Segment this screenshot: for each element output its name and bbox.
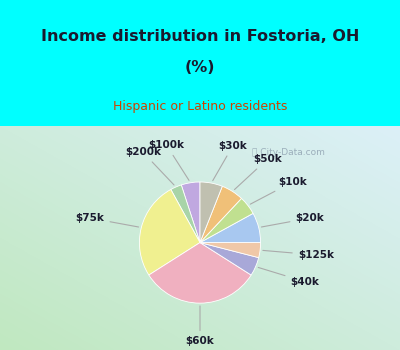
Text: Income distribution in Fostoria, OH: Income distribution in Fostoria, OH: [41, 29, 359, 44]
Text: $60k: $60k: [186, 306, 214, 346]
Text: Hispanic or Latino residents: Hispanic or Latino residents: [113, 100, 287, 113]
Text: $40k: $40k: [258, 267, 319, 287]
Text: ⓘ City-Data.com: ⓘ City-Data.com: [252, 148, 324, 158]
Wedge shape: [200, 243, 259, 275]
Wedge shape: [200, 214, 260, 243]
Wedge shape: [149, 243, 251, 303]
Wedge shape: [171, 185, 200, 243]
Text: (%): (%): [185, 60, 215, 75]
Text: $100k: $100k: [148, 140, 189, 180]
Wedge shape: [200, 243, 260, 258]
Wedge shape: [140, 189, 200, 275]
Text: $50k: $50k: [234, 154, 282, 190]
Wedge shape: [200, 198, 253, 243]
Wedge shape: [200, 182, 222, 243]
Text: $20k: $20k: [262, 213, 324, 227]
Text: $10k: $10k: [250, 177, 307, 204]
Text: $30k: $30k: [213, 141, 247, 181]
Text: $200k: $200k: [125, 147, 174, 185]
Wedge shape: [181, 182, 200, 243]
Text: $75k: $75k: [76, 213, 138, 227]
Text: $125k: $125k: [263, 250, 334, 260]
Wedge shape: [200, 186, 242, 243]
